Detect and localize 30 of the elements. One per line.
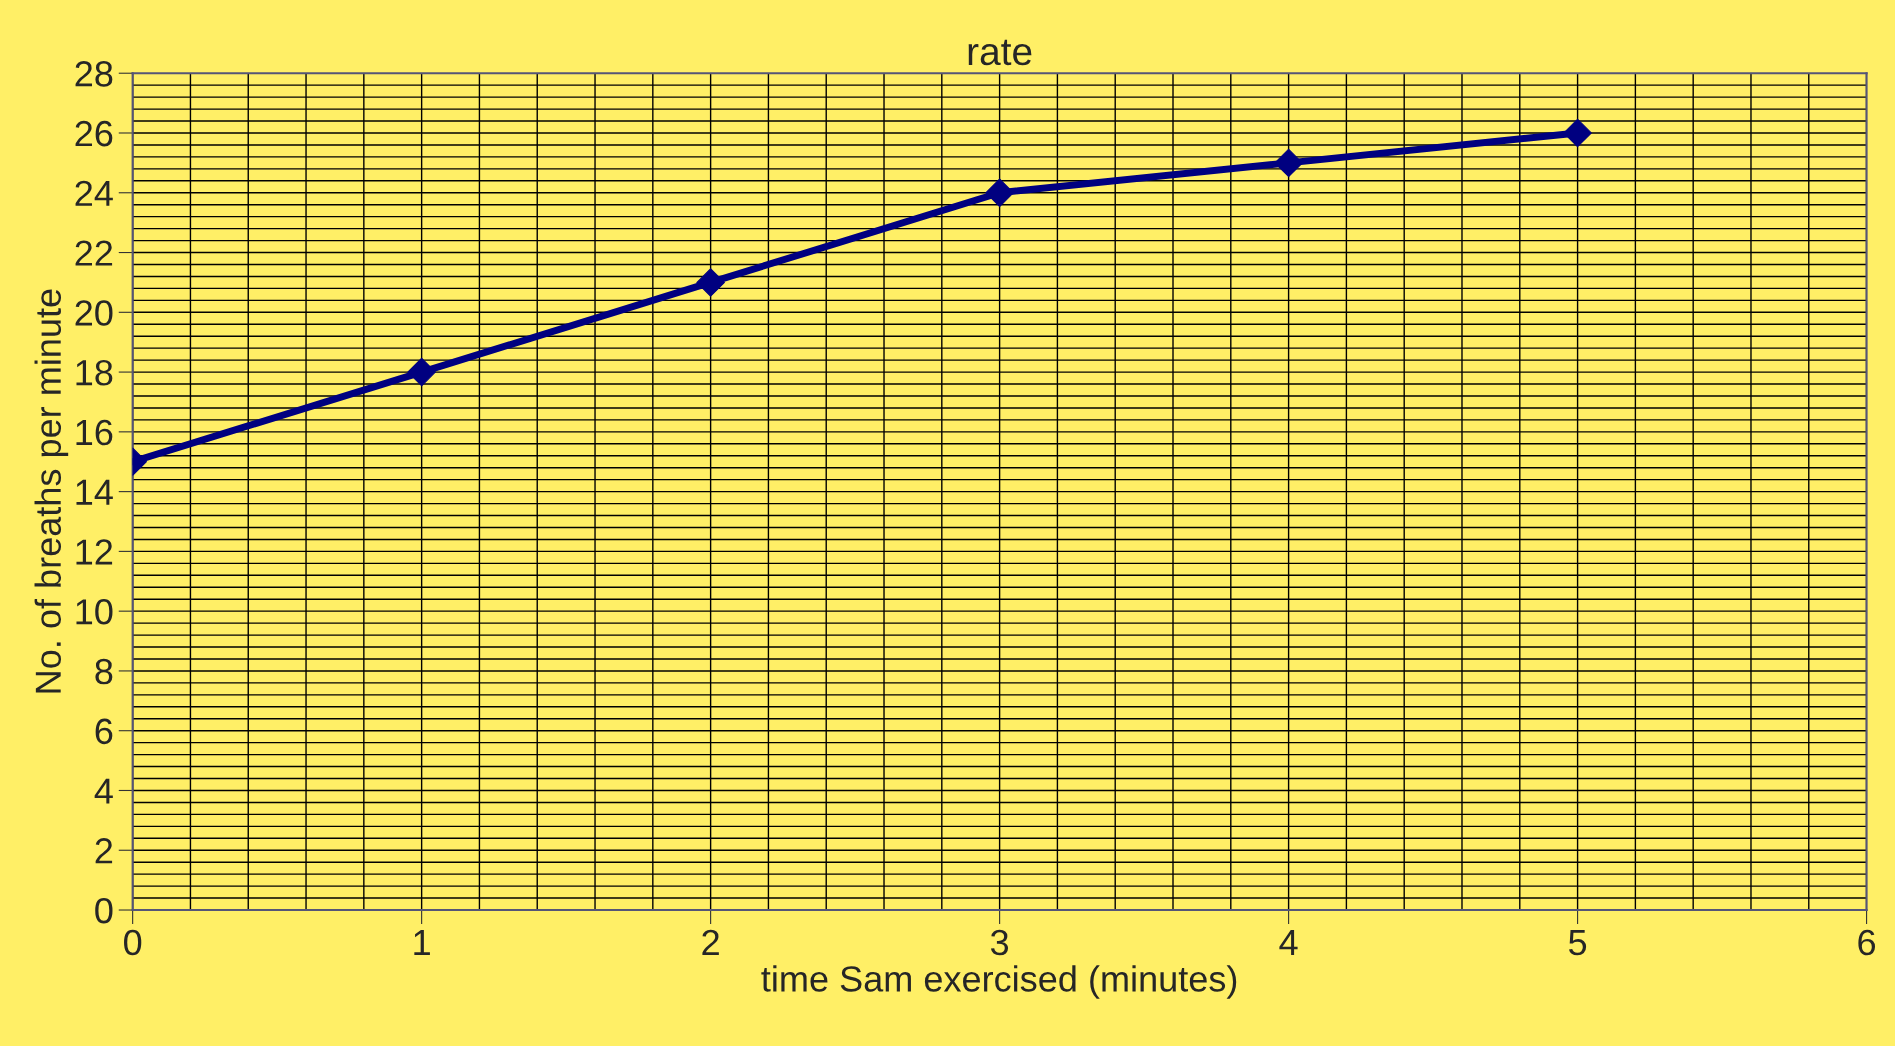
x-tick-label: 4 [1279,930,1298,955]
x-tick-label: 6 [1858,929,1876,956]
point [1274,148,1303,178]
y-tick-label: 26 [75,120,113,147]
point [985,178,1014,208]
y-tick-label: 10 [76,599,113,625]
y-tick-label: 18 [76,359,113,386]
x-tick-label: 3 [990,929,1009,956]
x-tick-label: 5 [1568,930,1587,956]
y-tick-label: 14 [76,479,113,505]
y-tick-label: 6 [95,718,113,745]
y-axis-title: No. of breaths per minute [34,289,69,693]
y-tick-label: 8 [95,658,113,685]
y-tick-label: 20 [75,300,113,326]
y-tick-label: 28 [75,61,113,87]
y-tick-label: 12 [76,539,113,565]
x-tick-label: 1 [414,930,430,955]
x-tick-label: 0 [124,929,142,956]
chart-title: rate [968,39,1032,66]
point [407,357,436,387]
x-tick-label: 2 [702,929,719,955]
y-tick-label: 22 [75,240,113,266]
x-axis-title: time Sam exercised (minutes) [761,965,1237,999]
y-tick-label: 16 [76,419,113,446]
point [1563,118,1592,148]
y-tick-label: 4 [94,778,113,804]
y-tick-label: 0 [95,897,113,924]
point [696,268,725,297]
y-tick-label: 24 [75,180,113,206]
y-tick-label: 2 [95,838,113,864]
